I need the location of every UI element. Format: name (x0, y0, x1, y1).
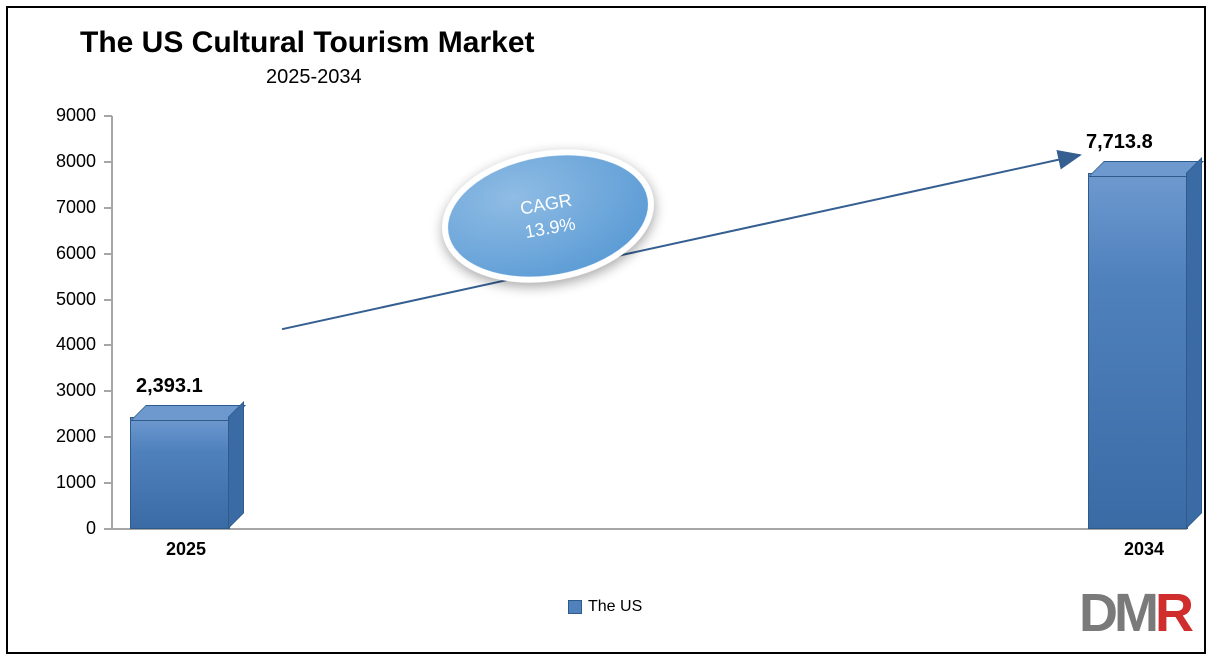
y-axis-line (111, 116, 113, 529)
chart-frame: The US Cultural Tourism Market 2025-2034… (6, 6, 1206, 654)
y-tick-label: 1000 (26, 472, 96, 493)
x-tick-label: 2025 (130, 539, 242, 560)
legend-swatch (568, 600, 582, 614)
bar-value-label: 2,393.1 (136, 375, 203, 398)
y-tick-label: 8000 (26, 151, 96, 172)
y-tick-label: 7000 (26, 197, 96, 218)
bar (1088, 175, 1186, 529)
y-tick-label: 0 (26, 518, 96, 539)
bar (130, 419, 228, 529)
legend-label: The US (588, 598, 642, 616)
chart-subtitle: 2025-2034 (266, 66, 362, 89)
legend: The US (568, 598, 642, 616)
y-tick-label: 6000 (26, 243, 96, 264)
brand-logo: DMR (1079, 582, 1190, 644)
cagr-label: CAGR (519, 190, 574, 219)
y-tick-label: 3000 (26, 380, 96, 401)
x-tick-label: 2034 (1088, 539, 1200, 560)
x-axis-line (111, 528, 1187, 530)
bar-value-label: 7,713.8 (1086, 131, 1153, 154)
y-tick-label: 5000 (26, 289, 96, 310)
logo-letter: M (1114, 582, 1155, 644)
y-tick-label: 4000 (26, 334, 96, 355)
chart-title: The US Cultural Tourism Market (80, 26, 535, 60)
logo-letter: R (1155, 582, 1190, 644)
logo-letter: D (1079, 582, 1114, 644)
y-tick-label: 2000 (26, 426, 96, 447)
cagr-value: 13.9% (523, 214, 577, 243)
y-tick-label: 9000 (26, 105, 96, 126)
